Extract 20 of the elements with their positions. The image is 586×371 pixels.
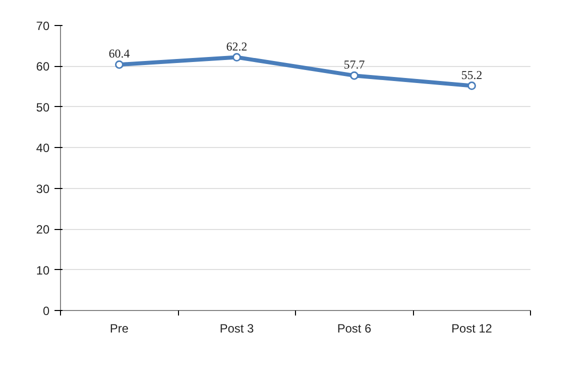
y-tick-label: 60	[36, 60, 50, 74]
data-label: 55.2	[461, 68, 482, 82]
y-tick-label: 20	[36, 222, 50, 237]
y-tick-label: 30	[36, 182, 50, 196]
data-label: 62.2	[226, 39, 248, 54]
point	[232, 53, 241, 62]
point	[468, 82, 476, 90]
y-tick-label: 70	[36, 19, 50, 33]
point	[115, 60, 124, 69]
x-tick-label: Post 3	[220, 322, 254, 336]
point	[350, 71, 358, 80]
y-tick-label: 10	[36, 263, 50, 278]
x-tick-label: Post 6	[337, 322, 372, 336]
x-tick-label: Pre	[110, 322, 129, 336]
y-tick-label: 40	[36, 141, 50, 156]
y-tick-label: 0	[42, 304, 50, 318]
x-tick-label: Post 12	[451, 322, 492, 336]
data-label: 60.4	[108, 46, 130, 61]
data-label: 57.7	[344, 58, 365, 72]
y-tick-label: 50	[36, 100, 50, 114]
